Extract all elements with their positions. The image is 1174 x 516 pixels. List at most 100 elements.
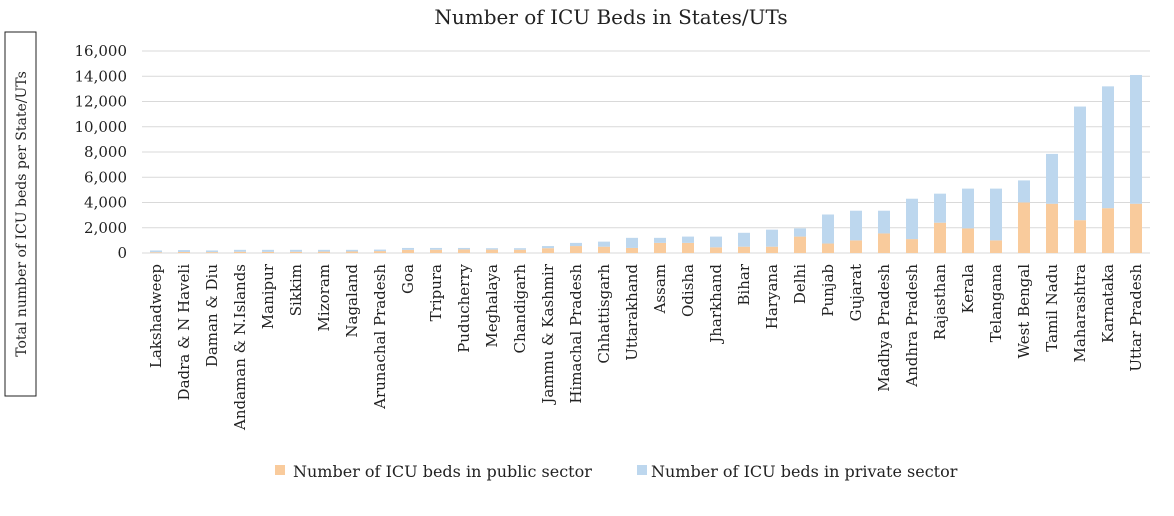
x-tick-label: Meghalaya bbox=[483, 264, 501, 348]
x-tick-label: Assam bbox=[651, 264, 669, 314]
bar-private-sector bbox=[1102, 86, 1114, 209]
bar-private-sector bbox=[682, 236, 694, 243]
x-tick-label: Chandigarh bbox=[511, 264, 529, 354]
bar-private-sector bbox=[150, 250, 162, 253]
bar-private-sector bbox=[234, 249, 246, 252]
x-tick-label: Manipur bbox=[259, 263, 277, 329]
bar-public-sector bbox=[850, 240, 862, 253]
bar-private-sector bbox=[1046, 153, 1058, 204]
bar-public-sector bbox=[682, 242, 694, 253]
x-tick-label: Bihar bbox=[735, 263, 753, 305]
x-tick-label: Odisha bbox=[679, 264, 697, 317]
bar-private-sector bbox=[262, 249, 274, 252]
bar-public-sector bbox=[1018, 202, 1030, 253]
bar-private-sector bbox=[598, 241, 610, 247]
bar-private-sector bbox=[962, 188, 974, 229]
bar-private-sector bbox=[514, 248, 526, 250]
bar-public-sector bbox=[570, 246, 582, 253]
bar-private-sector bbox=[542, 246, 554, 249]
bar-private-sector bbox=[178, 250, 190, 252]
bar-private-sector bbox=[934, 193, 946, 223]
bar-public-sector bbox=[178, 251, 190, 253]
legend-label-public: Number of ICU beds in public sector bbox=[293, 462, 592, 481]
x-tick-label: Arunachal Pradesh bbox=[371, 264, 389, 410]
bar-public-sector bbox=[318, 251, 330, 253]
y-tick-label: 0 bbox=[117, 244, 127, 262]
x-tick-label: Jharkhand bbox=[707, 264, 725, 345]
bar-private-sector bbox=[822, 214, 834, 244]
x-tick-label: Tripura bbox=[427, 264, 445, 321]
bar-private-sector bbox=[374, 249, 386, 252]
x-tick-label: Madhya Pradesh bbox=[875, 264, 893, 392]
bar-public-sector bbox=[990, 240, 1002, 253]
bar-public-sector bbox=[1130, 203, 1142, 253]
x-tick-label: Uttarakhand bbox=[623, 264, 641, 361]
bar-private-sector bbox=[318, 249, 330, 252]
y-axis-ticks: 0 2,000 4,000 6,000 8,000 10,000 12,000 14,000 1… bbox=[75, 42, 128, 262]
bar-private-sector bbox=[346, 249, 358, 252]
x-tick-label: Punjab bbox=[819, 264, 837, 317]
bar-public-sector bbox=[738, 246, 750, 253]
bar-private-sector bbox=[570, 242, 582, 247]
bar-public-sector bbox=[1046, 203, 1058, 253]
bar-private-sector bbox=[710, 236, 722, 248]
bar-public-sector bbox=[402, 249, 414, 253]
bar-public-sector bbox=[262, 251, 274, 253]
bar-private-sector bbox=[794, 228, 806, 237]
bar-public-sector bbox=[598, 246, 610, 253]
bar-public-sector bbox=[486, 249, 498, 253]
bars bbox=[150, 74, 1142, 253]
y-tick-label: 10,000 bbox=[75, 118, 128, 136]
x-tick-label: Dadra & N Haveli bbox=[175, 264, 193, 401]
bar-private-sector bbox=[878, 210, 890, 234]
bar-public-sector bbox=[822, 243, 834, 253]
bar-public-sector bbox=[290, 251, 302, 253]
x-tick-label: Andhra Pradesh bbox=[903, 264, 921, 388]
bar-public-sector bbox=[206, 252, 218, 253]
bar-private-sector bbox=[486, 248, 498, 250]
bar-public-sector bbox=[1074, 220, 1086, 253]
x-tick-label: Lakshadweep bbox=[147, 264, 165, 368]
x-tick-label: Puducherry bbox=[455, 263, 473, 352]
y-axis-label: Total number of ICU beds per State/UTs bbox=[14, 71, 30, 357]
y-axis-label-box bbox=[4, 31, 37, 397]
bar-public-sector bbox=[374, 251, 386, 253]
bar-private-sector bbox=[850, 210, 862, 241]
bar-public-sector bbox=[794, 236, 806, 253]
y-tick-label: 8,000 bbox=[84, 143, 127, 161]
gridlines bbox=[142, 50, 1150, 254]
bar-public-sector bbox=[934, 222, 946, 253]
x-tick-label: Nagaland bbox=[343, 264, 361, 338]
bar-public-sector bbox=[1102, 208, 1114, 253]
bar-public-sector bbox=[514, 249, 526, 253]
x-tick-label: West Bengal bbox=[1015, 264, 1033, 359]
x-tick-label: Gujarat bbox=[847, 264, 865, 321]
x-tick-label: Goa bbox=[399, 264, 417, 294]
bar-private-sector bbox=[206, 250, 218, 253]
bar-private-sector bbox=[290, 249, 302, 252]
x-axis-ticks: Lakshadweep Dadra & N Haveli Daman & Diu An… bbox=[147, 263, 1145, 431]
chart-title: Number of ICU Beds in States/UTs bbox=[434, 5, 787, 29]
bar-private-sector bbox=[906, 198, 918, 240]
x-tick-label: Chhattisgarh bbox=[595, 264, 613, 364]
bar-public-sector bbox=[962, 228, 974, 253]
x-tick-label: Sikkim bbox=[287, 264, 305, 316]
bar-private-sector bbox=[458, 247, 470, 250]
bar-private-sector bbox=[1018, 180, 1030, 203]
bar-private-sector bbox=[766, 229, 778, 247]
x-tick-label: Mizoram bbox=[315, 264, 333, 331]
bar-private-sector bbox=[654, 237, 666, 243]
x-tick-label: Telangana bbox=[987, 264, 1005, 342]
legend-swatch-private bbox=[637, 465, 647, 475]
x-tick-label: Daman & Diu bbox=[203, 264, 221, 368]
x-tick-label: Rajasthan bbox=[931, 264, 949, 341]
x-tick-label: Andaman & N.Islands bbox=[231, 264, 249, 431]
bar-public-sector bbox=[766, 246, 778, 253]
bar-public-sector bbox=[458, 249, 470, 253]
bar-private-sector bbox=[990, 188, 1002, 241]
y-tick-label: 4,000 bbox=[84, 194, 127, 212]
bar-public-sector bbox=[906, 239, 918, 253]
bar-public-sector bbox=[150, 252, 162, 253]
x-tick-label: Himachal Pradesh bbox=[567, 264, 585, 404]
y-tick-label: 2,000 bbox=[84, 219, 127, 237]
